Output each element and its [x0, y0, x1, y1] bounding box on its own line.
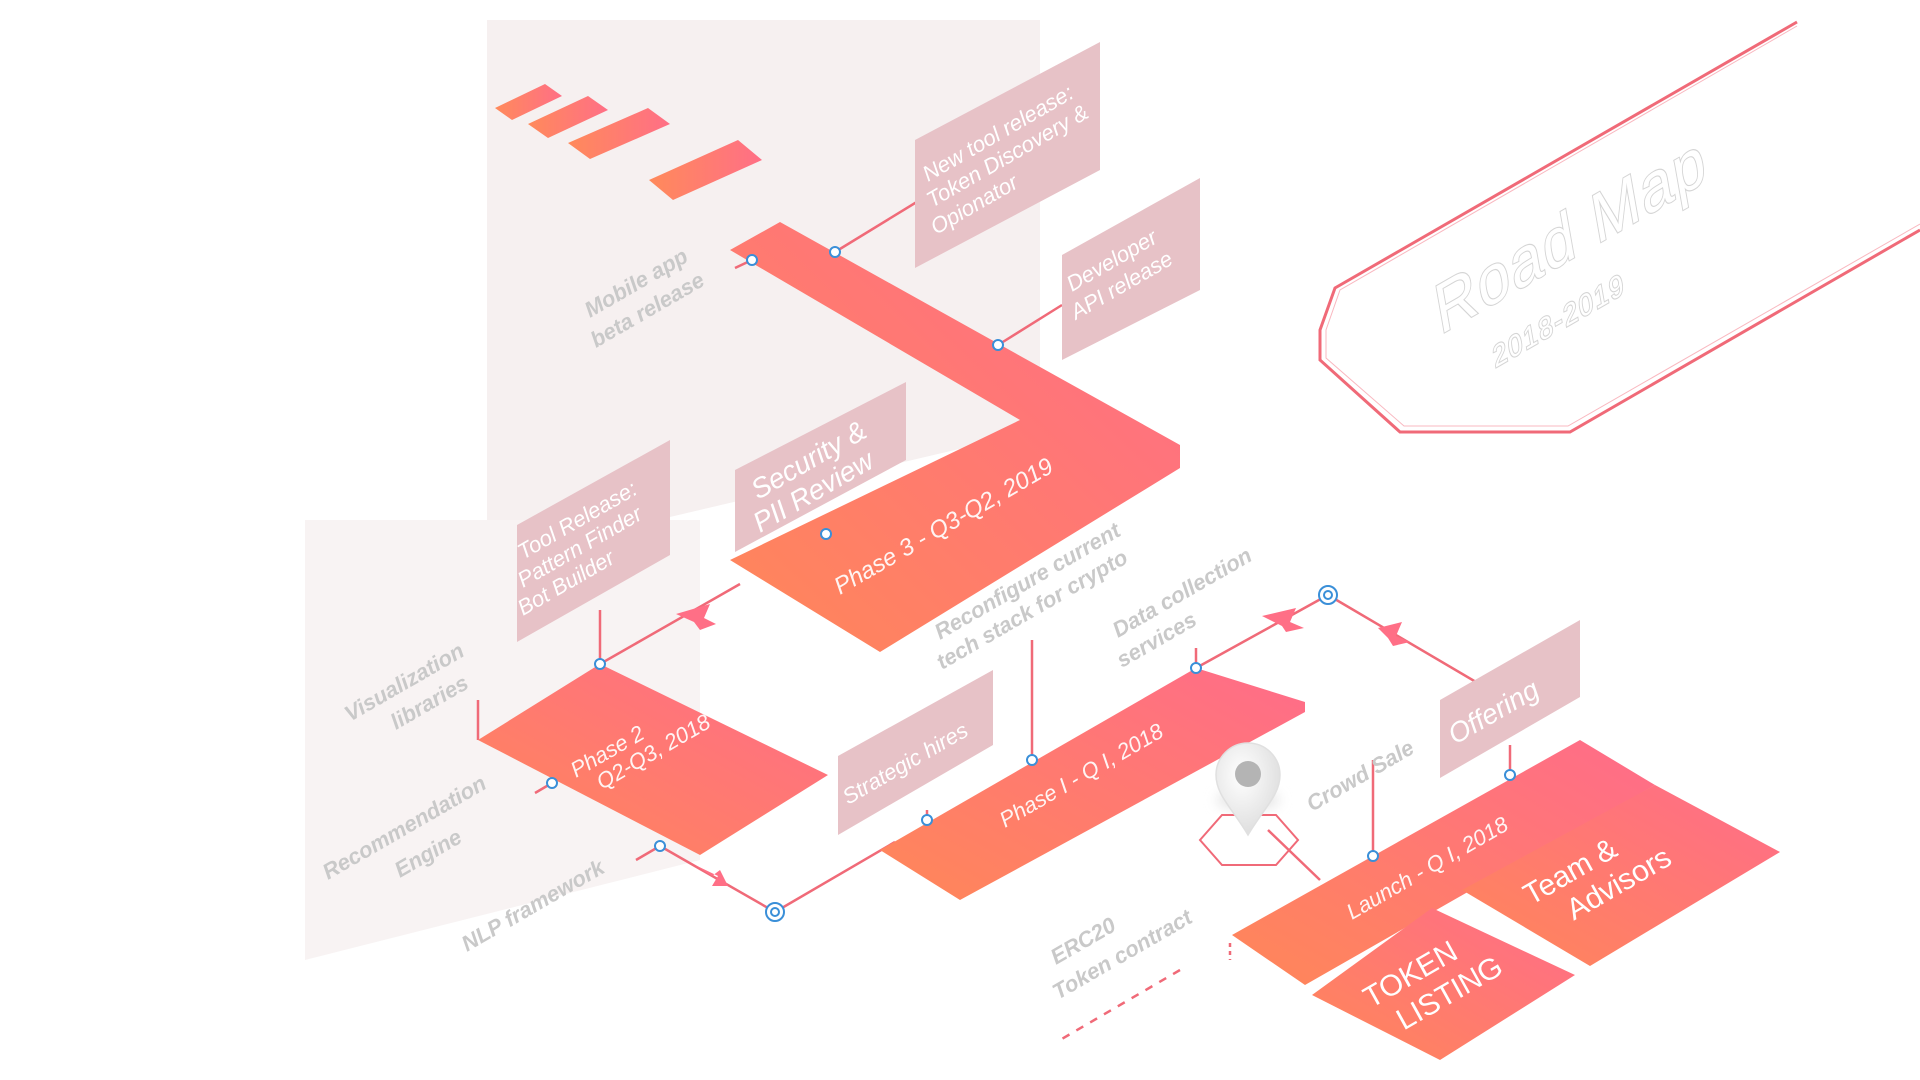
- line-new-tool: [834, 198, 921, 254]
- arrow-to-phase1: [1262, 608, 1304, 632]
- deco-bar-1: [495, 84, 562, 120]
- deco-bar-3: [568, 108, 670, 159]
- pin-base-outline: [1198, 814, 1300, 866]
- line-erc20-diag: [1059, 968, 1181, 1042]
- node-new-tool: [829, 246, 841, 258]
- token-listing-plate: [1312, 908, 1575, 1060]
- node-junction-left-inner: [770, 907, 780, 917]
- line-phase2-to-phase3: [599, 582, 741, 666]
- security-card: [735, 382, 906, 552]
- phase1-plate-shape: [880, 668, 1305, 900]
- line-pin: [1267, 829, 1321, 881]
- node-data-collection: [1190, 662, 1202, 674]
- title-frame: Road Map 2018-2019: [1318, 20, 1920, 434]
- offering-card: [1440, 620, 1580, 778]
- node-nlp: [654, 840, 666, 852]
- deco-bar-4: [649, 140, 762, 200]
- arrows: [676, 604, 1410, 886]
- node-recommendation: [546, 777, 558, 789]
- arrow-to-phase2: [693, 864, 728, 886]
- arrow-to-launch: [1378, 622, 1410, 646]
- nodes: [546, 246, 1516, 922]
- node-developer: [992, 339, 1004, 351]
- node-offering: [1504, 769, 1516, 781]
- new-tool-card: [915, 42, 1100, 268]
- team-plate: [1462, 785, 1780, 966]
- node-mobile: [746, 254, 758, 266]
- node-tool-release: [594, 658, 606, 670]
- title-frame-outline: [1318, 20, 1920, 434]
- node-crowd-sale: [1367, 850, 1379, 862]
- title-frame-outline-inner: [1325, 25, 1920, 427]
- deco-bar-2: [528, 96, 608, 138]
- developer-card: [1062, 178, 1200, 360]
- phase2-plate: Phase 2 Q2-Q3, 2018: [478, 664, 828, 855]
- strategic-hires-card: [838, 670, 993, 835]
- location-pin: [1198, 742, 1300, 866]
- node-junction-right-inner: [1323, 590, 1333, 600]
- line-developer: [997, 303, 1063, 347]
- phase2-plate-shape: [478, 664, 828, 855]
- node-security: [820, 528, 832, 540]
- crowd-sale-label: Crowd Sale: [1302, 735, 1418, 817]
- token-team-plates: TOKEN LISTING Team & Advisors: [1312, 785, 1780, 1060]
- phase3-plate-shape: [730, 222, 1180, 652]
- pin-icon: [1215, 742, 1281, 837]
- tool-release-card: [517, 440, 670, 642]
- arrow-to-phase3: [676, 604, 716, 630]
- decorative-bars: [495, 84, 762, 200]
- pin-dot: [1235, 761, 1261, 787]
- launch-plate-shape: [1232, 740, 1655, 985]
- node-strategic: [921, 814, 933, 826]
- node-reconfigure: [1026, 754, 1038, 766]
